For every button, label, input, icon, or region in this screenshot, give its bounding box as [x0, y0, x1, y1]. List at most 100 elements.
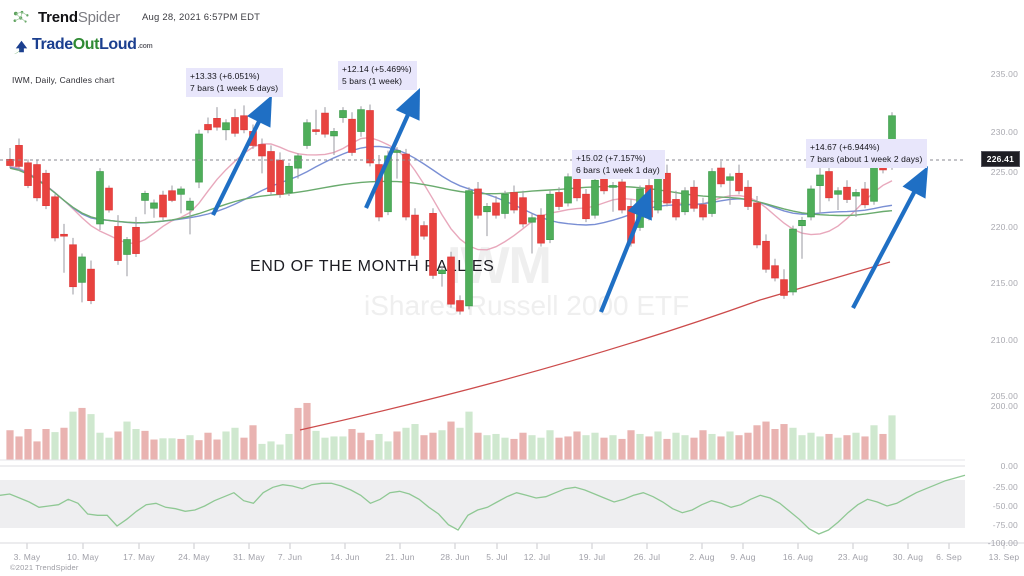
tradeoutloud-arrow-icon	[12, 40, 28, 55]
date-tick-label: 28. Jun	[440, 552, 470, 562]
volume-bar	[852, 432, 860, 460]
volume-bar	[645, 436, 653, 460]
volume-bar	[438, 430, 446, 460]
last-price-badge: 226.41	[980, 151, 1020, 167]
candle-down	[87, 268, 95, 302]
volume-bar	[546, 430, 554, 460]
date-tick-label: 5. Jul	[486, 552, 508, 562]
candle-down	[825, 171, 833, 199]
candle-down	[510, 192, 518, 211]
candle-down	[105, 187, 113, 211]
date-tick-label: 24. May	[178, 552, 210, 562]
date-tick-label: 13. Sep	[988, 552, 1020, 562]
volume-bar	[582, 435, 590, 460]
candle-up	[852, 192, 860, 197]
price-tick-label: 235.00	[990, 69, 1018, 79]
candle-up	[177, 188, 185, 195]
volume-bar	[159, 438, 167, 460]
candle-down	[555, 192, 563, 207]
rally-arrow-4-head	[902, 166, 928, 199]
date-tick-label: 26. Jul	[633, 552, 661, 562]
volume-bar	[276, 444, 284, 460]
candle-up	[501, 193, 509, 214]
volume-bar	[843, 435, 851, 460]
volume-bar	[240, 437, 248, 460]
candle-down	[402, 153, 410, 218]
candle-up	[726, 176, 734, 181]
volume-bar	[492, 433, 500, 460]
volume-bar	[69, 411, 77, 460]
volume-bar	[663, 438, 671, 460]
measurement-callout[interactable]: +14.67 (+6.944%) 7 bars (about 1 week 2 d…	[806, 139, 928, 168]
trendline-group	[299, 261, 891, 431]
candle-up	[798, 220, 806, 227]
candle-down	[780, 279, 788, 296]
volume-bar	[465, 411, 473, 460]
candle-up	[339, 110, 347, 118]
volume-bar	[825, 433, 833, 460]
volume-bar	[231, 427, 239, 460]
rally-arrow-4-shaft	[851, 186, 919, 309]
candle-down	[204, 124, 212, 131]
copyright-notice: ©2021 TrendSpider	[10, 563, 79, 572]
price-tick-label: 230.00	[990, 127, 1018, 137]
candle-up	[78, 256, 86, 283]
date-tick-label: 19. Jul	[578, 552, 606, 562]
price-tick-label: 205.00	[990, 391, 1018, 401]
volume-bar	[312, 430, 320, 460]
candle-down	[735, 172, 743, 192]
date-tick-label: 12. Jul	[523, 552, 551, 562]
candle-down	[42, 172, 50, 206]
candle-down	[366, 110, 374, 164]
volume-bar	[771, 429, 779, 460]
candle-down	[447, 256, 455, 305]
candle-down	[699, 204, 707, 218]
callout-duration: 7 bars (about 1 week 2 days)	[810, 153, 923, 164]
tradeoutloud-wordmark: TradeOutLoud.com	[32, 36, 153, 53]
volume-bar	[573, 431, 581, 460]
price-tick-label: 210.00	[990, 335, 1018, 345]
volume-bar	[591, 432, 599, 460]
candle-up	[708, 171, 716, 214]
oscillator-tick-label: -50.00	[992, 501, 1018, 511]
chart-description: IWM, Daily, Candles chart	[12, 75, 115, 85]
date-tick-label: 3. May	[13, 552, 41, 562]
oscillator-tick-label: -75.00	[992, 520, 1018, 530]
tradeoutloud-logo: TradeOutLoud.com	[12, 36, 153, 56]
candle-up	[609, 185, 617, 188]
measurement-callout[interactable]: +13.33 (+6.051%) 7 bars (1 week 5 days)	[186, 68, 284, 97]
measurement-callout[interactable]: +12.14 (+5.469%) 5 bars (1 week)	[338, 61, 417, 90]
volume-bar	[654, 431, 662, 460]
date-tick-label: 2. Aug	[689, 552, 715, 562]
date-tick-label: 23. Aug	[837, 552, 869, 562]
candle-down	[474, 188, 482, 216]
volume-bar	[753, 425, 761, 460]
date-tick-label: 17. May	[123, 552, 155, 562]
price-tick-label: 200.00	[990, 401, 1018, 411]
volume-bar	[744, 432, 752, 460]
rally-arrow-3-shaft	[599, 209, 644, 313]
volume-bar	[798, 435, 806, 460]
candle-up	[834, 190, 842, 195]
candle-up	[150, 202, 158, 209]
volume-bar	[258, 443, 266, 460]
candle-down	[411, 214, 419, 256]
candle-up	[285, 165, 293, 193]
support-trendline	[299, 261, 891, 431]
date-tick-label: 14. Jun	[330, 552, 360, 562]
volume-bar	[627, 430, 635, 460]
volume-bar	[699, 430, 707, 460]
candle-down	[519, 197, 527, 225]
volume-bar	[429, 432, 437, 460]
candle-down	[60, 233, 68, 237]
volume-bar	[213, 439, 221, 460]
oscillator-zone-band	[0, 480, 965, 528]
measurement-callout[interactable]: +15.02 (+7.157%) 6 bars (1 week 1 day)	[572, 150, 665, 179]
volume-bar	[177, 438, 185, 460]
volume-bar	[816, 436, 824, 460]
volume-bar	[519, 432, 527, 460]
candle-up	[465, 190, 473, 307]
volume-bar	[708, 433, 716, 460]
volume-bar	[375, 433, 383, 460]
